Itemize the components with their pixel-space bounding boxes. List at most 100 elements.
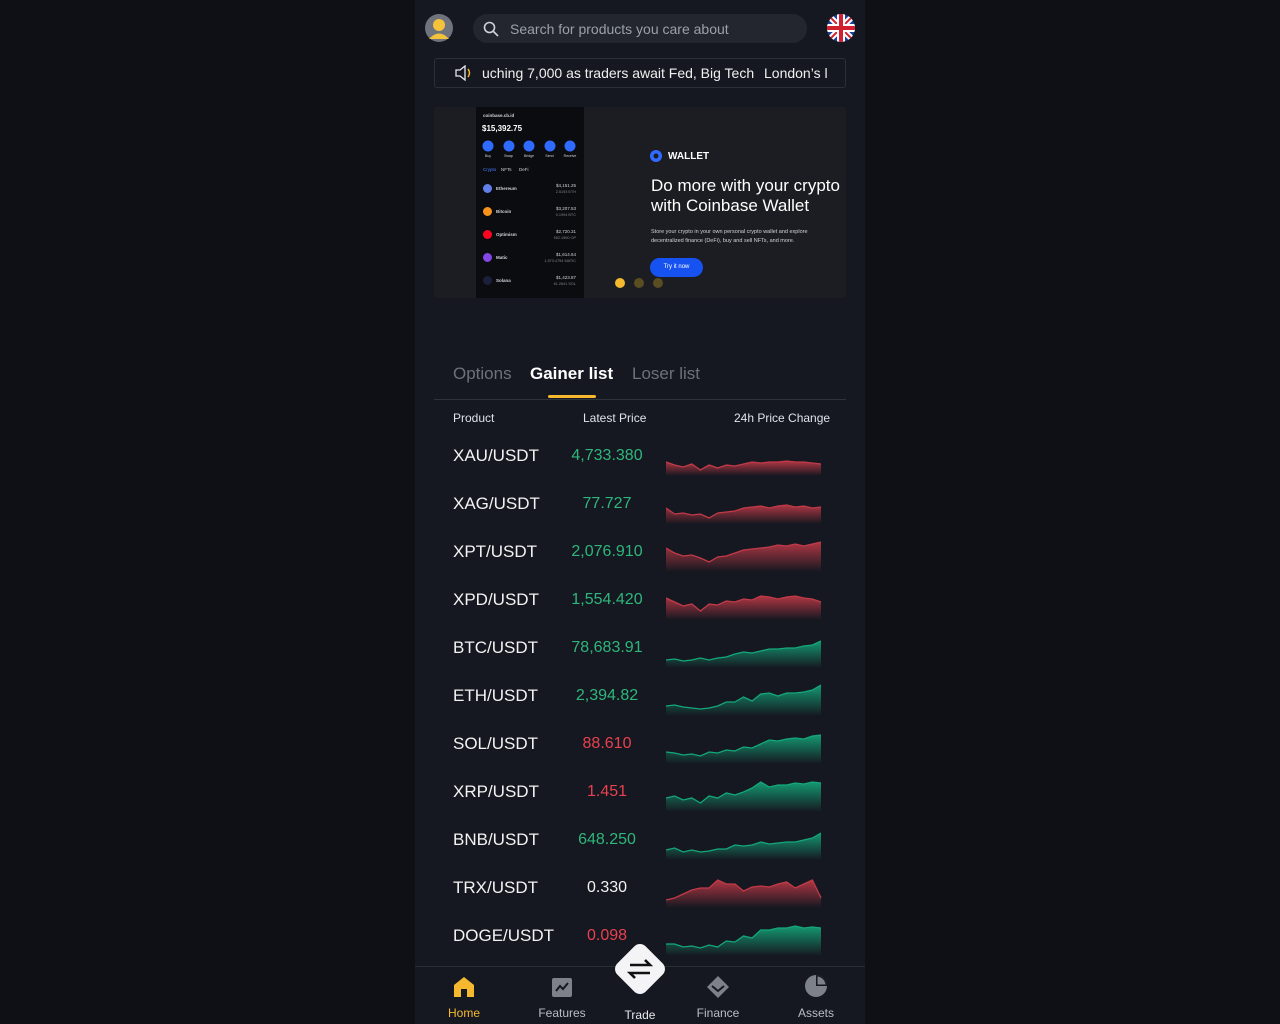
- action-icon: [523, 140, 535, 152]
- latest-price: 648.250: [578, 831, 636, 848]
- action-icon: [544, 140, 555, 152]
- asset-value: $4,151.25: [555, 183, 576, 188]
- search-box[interactable]: Search for products you care about: [473, 14, 807, 43]
- sparkline: [666, 879, 822, 908]
- asset-name: Matic: [496, 255, 508, 260]
- sparkline: [666, 734, 822, 764]
- sparkline: [666, 460, 822, 476]
- column-header: Latest Price: [583, 411, 647, 425]
- action-label: Send: [545, 154, 554, 158]
- sparkline-area: [666, 461, 821, 476]
- carousel-dots[interactable]: [614, 277, 666, 289]
- nav-label[interactable]: Features: [538, 1006, 586, 1020]
- assets-icon[interactable]: [804, 974, 828, 998]
- tab[interactable]: Options: [453, 364, 512, 383]
- product-name: SOL/USDT: [453, 734, 539, 753]
- sparkline-line: [666, 684, 822, 710]
- asset-icon: [483, 276, 492, 285]
- phone-tab: NFTs: [501, 167, 512, 172]
- action-label: Buy: [484, 154, 492, 158]
- action-dot: [482, 140, 494, 152]
- product-name: XPT/USDT: [453, 542, 538, 561]
- latest-price: 77.727: [582, 495, 632, 512]
- promo-banner[interactable]: coinbase.cb.id $15,392.75 Buy Swap Bridge S…: [434, 107, 846, 298]
- sparkline-line: [666, 879, 822, 901]
- home-icon[interactable]: [452, 975, 476, 999]
- sparkline-line: [666, 595, 822, 612]
- app: Search for products you care about uchin…: [415, 0, 865, 1024]
- sparkline: [666, 504, 822, 524]
- banner-headline: Do more with your crypto with Coinbase W…: [651, 176, 840, 215]
- product-name: BTC/USDT: [453, 638, 538, 657]
- sparkline: [666, 595, 822, 620]
- sparkline: [666, 781, 822, 812]
- sparkline-line: [666, 734, 822, 757]
- banner-description: Store your crypto in your own personal c…: [651, 229, 808, 244]
- asset-name: Optimism: [496, 232, 517, 237]
- action-label: Receive: [563, 154, 577, 158]
- action-label: Bridge: [523, 154, 535, 158]
- news-ticker[interactable]: uching 7,000 as traders await Fed, Big T…: [434, 58, 846, 88]
- asset-amount: 2.5193 ETH: [555, 190, 576, 194]
- search-icon: [483, 21, 499, 37]
- nav-label[interactable]: Home: [447, 1006, 481, 1020]
- product-name: ETH/USDT: [453, 686, 538, 705]
- action-dot: [564, 140, 576, 152]
- latest-price: 1,554.420: [571, 591, 643, 608]
- asset-icon: [483, 253, 492, 262]
- news-item: London’s l: [764, 65, 828, 81]
- bottom-nav: Home Features Trade Finance Assets: [415, 944, 865, 1024]
- tab[interactable]: Loser list: [632, 364, 701, 383]
- nav-label[interactable]: Finance: [696, 1006, 740, 1020]
- latest-price: 88.610: [582, 735, 632, 752]
- action-dot: [544, 140, 555, 152]
- nav-label[interactable]: Assets: [797, 1006, 835, 1020]
- asset-value: $1,423.87: [555, 275, 576, 280]
- asset-name: Ethereum: [496, 186, 517, 191]
- latest-price: 1.451: [586, 783, 628, 800]
- asset-dot: [483, 276, 492, 285]
- product-name: TRX/USDT: [453, 878, 538, 897]
- news-item: uching 7,000 as traders await Fed, Big T…: [482, 65, 755, 81]
- finance-icon[interactable]: [706, 975, 730, 999]
- wallet-logo: [650, 150, 662, 162]
- sparkline-area: [666, 596, 821, 620]
- nav-label[interactable]: Trade: [624, 1008, 656, 1022]
- latest-price: 78,683.91: [571, 639, 643, 656]
- asset-value: $3,207.53: [555, 206, 576, 211]
- avatar[interactable]: [425, 14, 453, 42]
- language-flag[interactable]: [827, 14, 855, 42]
- sparkline: [666, 832, 822, 860]
- asset-name: Solana: [496, 278, 511, 283]
- sparkline: [666, 684, 822, 716]
- sparkline-line: [666, 832, 822, 853]
- tab-active[interactable]: Gainer list: [530, 364, 614, 383]
- asset-dot: [483, 253, 492, 262]
- tab-indicator: [548, 395, 596, 398]
- features-icon[interactable]: [550, 975, 574, 999]
- action-icon: [503, 140, 514, 152]
- sparkline-line: [666, 460, 822, 471]
- sparkline-area: [666, 880, 821, 908]
- sparkline-area: [666, 782, 821, 812]
- latest-price: 2,394.82: [575, 687, 639, 704]
- latest-price: 0.330: [586, 879, 628, 896]
- sparkline-area: [666, 926, 821, 956]
- latest-price: 2,076.910: [571, 543, 643, 560]
- asset-icon: [483, 184, 492, 193]
- divider: [434, 399, 846, 400]
- wallet-id: coinbase.cb.id: [483, 113, 515, 118]
- sparkline-area: [666, 685, 821, 716]
- sparkline: [666, 541, 822, 572]
- sparkline-line: [666, 781, 822, 804]
- sparkline-area: [666, 505, 821, 524]
- asset-value: $2,720.31: [555, 229, 576, 234]
- speaker-icon: [455, 65, 471, 81]
- product-name: BNB/USDT: [453, 830, 539, 849]
- phone-tab: DeFi: [519, 167, 529, 172]
- asset-icon: [483, 207, 492, 216]
- trade-button[interactable]: [606, 935, 674, 1003]
- asset-name: Bitcoin: [496, 209, 512, 214]
- banner-button[interactable]: Try it now: [650, 258, 703, 277]
